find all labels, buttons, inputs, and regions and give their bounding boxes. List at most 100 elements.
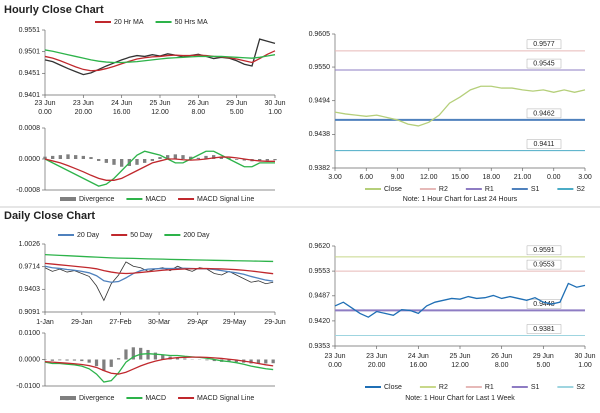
series-line bbox=[44, 265, 274, 283]
divergence-bar bbox=[81, 155, 86, 159]
divergence-bar bbox=[256, 359, 261, 364]
series-line bbox=[44, 150, 275, 187]
x-tick-label: 8.00 bbox=[495, 362, 509, 369]
x-tick-label: 23 Jun bbox=[73, 100, 94, 107]
level-label-box bbox=[526, 245, 562, 256]
level-label: 0.9411 bbox=[534, 141, 555, 148]
divergence-bar bbox=[212, 359, 216, 362]
x-tick-label: 0.00 bbox=[38, 109, 52, 116]
divergence-bar bbox=[173, 154, 178, 159]
legend-label: 20 Hr MA bbox=[114, 19, 144, 26]
divergence-bar bbox=[175, 357, 180, 360]
divergence-bar bbox=[96, 159, 101, 161]
legend-label: S2 bbox=[576, 384, 585, 391]
divergence-bar bbox=[109, 359, 113, 367]
x-tick-label: 16.00 bbox=[410, 362, 428, 369]
level-label: 0.9545 bbox=[533, 60, 555, 67]
divergence-bar bbox=[161, 354, 165, 360]
y-tick-label: 0.9714 bbox=[19, 264, 41, 271]
x-tick-label: 23 Jun bbox=[34, 100, 55, 107]
x-tick-label: 30 Jun bbox=[264, 100, 285, 107]
chart-note: Note: 1 Hour Chart for Last 1 Week bbox=[405, 395, 515, 402]
y-tick-label: 0.9091 bbox=[19, 309, 41, 316]
level-label: 0.9591 bbox=[533, 247, 555, 254]
y-tick-label: 0.9353 bbox=[309, 343, 331, 350]
legend-swatch bbox=[60, 197, 76, 201]
series-line bbox=[44, 253, 274, 263]
divergence-bar bbox=[72, 359, 77, 361]
x-tick-label: 26 Jun bbox=[491, 353, 512, 360]
y-tick-label: 0.9551 bbox=[19, 27, 41, 34]
series-line bbox=[334, 85, 586, 127]
level-label-box bbox=[526, 139, 562, 149]
legend-label: S1 bbox=[531, 186, 540, 193]
y-tick-label: 0.9620 bbox=[309, 243, 331, 250]
y-tick-label: 0.9487 bbox=[309, 293, 331, 300]
divergence-bar bbox=[124, 349, 128, 360]
series-line bbox=[334, 282, 586, 318]
y-tick-label: 0.9438 bbox=[309, 131, 331, 138]
x-tick-label: 1.00 bbox=[578, 362, 592, 369]
x-tick-label: 12.00 bbox=[420, 174, 438, 181]
series-line bbox=[44, 262, 274, 275]
x-tick-label: 5.00 bbox=[537, 362, 551, 369]
x-tick-label: 5.00 bbox=[230, 109, 244, 116]
legend-label: MACD bbox=[145, 395, 166, 402]
x-tick-label: 3.00 bbox=[328, 174, 342, 181]
x-tick-label: 1.00 bbox=[268, 109, 282, 116]
legend-label: 20 Day bbox=[77, 232, 100, 239]
series-line bbox=[44, 49, 276, 64]
x-tick-label: 20.00 bbox=[368, 362, 386, 369]
level-label-box bbox=[526, 39, 562, 50]
series-line bbox=[44, 261, 274, 302]
x-tick-label: 0.00 bbox=[328, 362, 342, 369]
y-tick-label: 1.0026 bbox=[19, 241, 41, 248]
y-tick-label: 0.0000 bbox=[19, 156, 41, 163]
legend-label: R1 bbox=[485, 186, 494, 193]
divergence-bar bbox=[153, 352, 158, 360]
divergence-bar bbox=[150, 159, 155, 161]
x-tick-label: 15.00 bbox=[451, 174, 469, 181]
divergence-bar bbox=[135, 159, 139, 165]
legend-label: R2 bbox=[439, 186, 448, 193]
divergence-bar bbox=[183, 358, 187, 360]
divergence-bar bbox=[211, 155, 216, 159]
legend-label: 200 Day bbox=[183, 232, 210, 239]
y-tick-label: 0.9401 bbox=[19, 92, 41, 99]
x-tick-label: 3.00 bbox=[578, 174, 592, 181]
legend-label: Close bbox=[384, 186, 402, 193]
divergence-bar bbox=[66, 154, 70, 159]
divergence-bar bbox=[80, 359, 84, 362]
divergence-bar bbox=[50, 155, 55, 159]
level-label: 0.9381 bbox=[533, 326, 555, 333]
x-tick-label: 30-Mar bbox=[148, 319, 171, 326]
divergence-bar bbox=[43, 156, 47, 159]
divergence-bar bbox=[264, 359, 268, 364]
y-tick-label: 0.9403 bbox=[19, 286, 41, 293]
y-tick-label: 0.9501 bbox=[19, 49, 41, 56]
x-tick-label: 27-Feb bbox=[109, 319, 131, 326]
y-tick-label: 0.9550 bbox=[309, 64, 331, 71]
x-tick-label: 9.00 bbox=[391, 174, 405, 181]
legend-label: R1 bbox=[485, 384, 494, 391]
y-tick-label: 0.0008 bbox=[19, 125, 41, 132]
divergence-bar bbox=[112, 159, 116, 165]
y-tick-label: 0.0100 bbox=[19, 330, 41, 337]
divergence-bar bbox=[242, 159, 247, 161]
divergence-bar bbox=[257, 159, 262, 161]
divergence-bar bbox=[146, 349, 150, 360]
x-tick-label: 0.00 bbox=[547, 174, 561, 181]
legend-label: MACD Signal Line bbox=[197, 395, 254, 402]
divergence-bar bbox=[265, 159, 270, 161]
divergence-bar bbox=[204, 155, 208, 159]
chart-note: Note: 1 Hour Chart for Last 24 Hours bbox=[403, 196, 518, 203]
divergence-bar bbox=[165, 155, 170, 159]
series-line bbox=[44, 353, 274, 383]
x-tick-label: 20.00 bbox=[75, 109, 93, 116]
level-label-box bbox=[526, 259, 562, 270]
level-label-box bbox=[526, 58, 562, 69]
divergence-bar bbox=[65, 359, 69, 361]
divergence-bar bbox=[104, 159, 109, 163]
x-tick-label: 29 Jun bbox=[533, 353, 554, 360]
